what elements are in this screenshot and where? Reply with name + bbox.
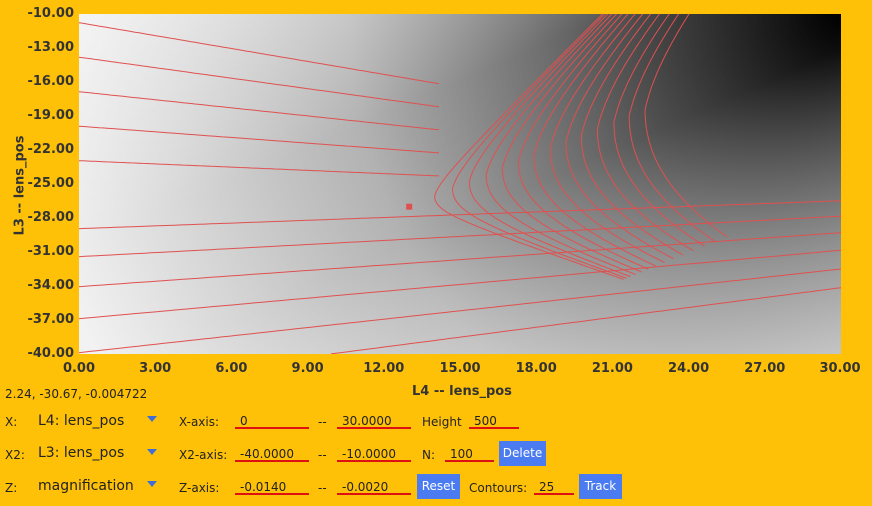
x-tick-label: 12.00 [363,361,405,376]
y-tick-label: -28.00 [27,210,74,225]
y-tick-label: -13.00 [27,40,74,55]
x2-select-label: X2: [5,448,25,462]
contour-line [596,14,694,252]
x2-axis-min-input[interactable]: -40.0000 [235,446,309,462]
chevron-down-icon[interactable] [147,449,157,455]
contour-line [580,14,684,256]
contour-line [434,14,624,280]
n-label: N: [422,448,436,462]
contour-line [79,91,440,131]
x2-variable-select[interactable]: L3: lens_pos [38,445,125,461]
contour-lines [79,14,841,354]
contour-line [79,56,440,108]
x-tick-label: 21.00 [591,361,633,376]
contour-line [79,22,440,85]
z-variable-select[interactable]: magnification [38,478,134,494]
reset-button[interactable]: Reset [417,474,460,499]
chevron-down-icon[interactable] [147,416,157,422]
y-tick-label: -34.00 [27,278,74,293]
z-axis-min-input[interactable]: -0.0140 [235,479,309,495]
x2-axis-max-input[interactable]: -10.0000 [337,446,411,462]
x-tick-label: 0.00 [62,361,96,376]
contour-line [79,125,440,154]
y-axis-title: L3 -- lens_pos [12,135,28,236]
y-tick-label: -19.00 [27,108,74,123]
contour-line [549,14,665,263]
z-select-label: Z: [5,481,18,495]
contours-input[interactable]: 25 [534,479,574,495]
x-tick-label: 3.00 [139,361,172,376]
range-separator: -- [318,448,327,462]
x-axis-label: X-axis: [179,415,220,429]
range-separator: -- [318,481,327,495]
contour-line [79,268,841,354]
track-button[interactable]: Track [579,474,622,499]
x-tick-label: 6.00 [215,361,248,376]
height-label: Height [422,415,462,429]
z-axis-label: Z-axis: [179,481,220,495]
x-tick-label: 18.00 [515,361,557,376]
z-axis-max-input[interactable]: -0.0020 [337,479,411,495]
x-tick-label: 24.00 [668,361,710,376]
heatmap-shade-top [79,14,841,354]
height-input[interactable]: 500 [469,413,519,429]
range-separator: -- [318,415,327,429]
x-tick-label: 9.00 [291,361,324,376]
contour-line [517,14,649,270]
contour-line [79,232,841,288]
x2-axis-label: X2-axis: [179,448,228,462]
contour-line [501,14,642,273]
contour-line [468,14,631,278]
contour-plot-svg[interactable] [79,14,841,354]
contour-plot[interactable] [79,14,841,354]
x-tick-label: 27.00 [744,361,786,376]
x-axis-max-input[interactable]: 30.0000 [337,413,411,429]
y-tick-label: -31.00 [27,244,74,259]
contour-line [79,249,841,320]
n-input[interactable]: 100 [445,446,494,462]
y-tick-label: -25.00 [27,176,74,191]
delete-button[interactable]: Delete [499,441,546,466]
x-tick-label: 30.00 [819,361,861,376]
coordinate-readout: 2.24, -30.67, -0.004722 [5,387,148,401]
x-select-label: X: [5,415,18,429]
contour-line [451,14,627,279]
x-axis-min-input[interactable]: 0 [235,413,309,429]
y-tick-label: -37.00 [27,312,74,327]
contour-line [330,287,841,354]
x-variable-select[interactable]: L4: lens_pos [38,413,125,429]
contour-line [79,160,440,177]
chevron-down-icon[interactable] [147,481,157,487]
y-tick-label: -16.00 [27,74,74,89]
contour-line [565,14,674,260]
contour-line [644,14,728,238]
contour-line [533,14,657,267]
y-tick-label: -40.00 [27,346,74,361]
contour-line [79,200,841,230]
contour-line [79,215,841,258]
y-tick-label: -10.00 [27,6,74,21]
y-tick-label: -22.00 [27,142,74,157]
contour-line [628,14,716,243]
x-tick-label: 15.00 [439,361,481,376]
x-axis-title: L4 -- lens_pos [412,384,512,399]
contour-line [613,14,705,247]
saddle-marker[interactable] [406,203,413,210]
contours-label: Contours: [469,481,528,495]
